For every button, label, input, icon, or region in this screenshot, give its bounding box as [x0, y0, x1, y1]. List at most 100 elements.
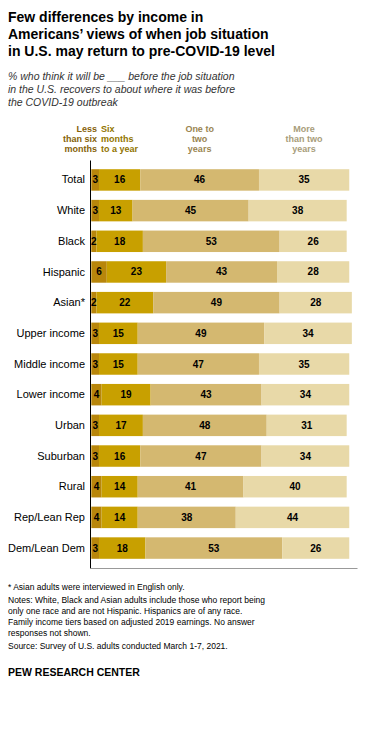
annotation: Notes: White, Black and Asian adults inc…: [8, 595, 265, 638]
data-label: 44: [287, 512, 299, 523]
bar: [262, 384, 350, 405]
tick: Rep/Lean Rep: [14, 511, 85, 523]
legend: Lessthan sixmonthsSixmonthsto a yearOne …: [63, 124, 323, 154]
bar: [277, 261, 349, 282]
bar: [236, 507, 350, 528]
bar: [102, 476, 138, 497]
tick: Black: [58, 235, 85, 247]
bar: [91, 292, 96, 313]
data-label: 3: [92, 328, 98, 339]
data-label: 47: [195, 451, 207, 462]
bar: [99, 169, 140, 190]
data-label: 2: [91, 297, 97, 308]
bar: [91, 476, 101, 497]
tick: Total: [62, 173, 85, 185]
data-label: 40: [290, 481, 302, 492]
data-label: 15: [113, 328, 125, 339]
subtitle: % who think it will be ___ before the jo…: [8, 70, 235, 108]
data-label: 18: [117, 543, 129, 554]
category-label: Lower income: [17, 388, 85, 400]
bar: [264, 323, 352, 344]
data-label: 26: [308, 236, 320, 247]
data-label: 23: [131, 266, 143, 277]
data-label: 3: [92, 359, 98, 370]
bar: [138, 323, 264, 344]
bar: [99, 323, 138, 344]
data-label: 34: [300, 389, 312, 400]
data-label: 6: [96, 266, 102, 277]
tick: White: [57, 204, 85, 216]
bar: [91, 261, 106, 282]
data-label: 34: [302, 328, 314, 339]
y-axis: TotalWhiteBlackHispanicAsian*Upper incom…: [8, 161, 91, 569]
data-label: 43: [201, 389, 213, 400]
bar: [99, 200, 133, 221]
bar: [262, 445, 350, 466]
data-label: 3: [92, 174, 98, 185]
tick: Rural: [59, 480, 85, 492]
tick: Hispanic: [43, 265, 86, 277]
data-label: 38: [292, 205, 304, 216]
data-label: 4: [94, 512, 100, 523]
data-label: 38: [181, 512, 193, 523]
title: Few differences by income inAmericans’ v…: [8, 9, 275, 59]
bar: [91, 353, 99, 374]
chart: Few differences by income inAmericans’ v…: [0, 0, 367, 738]
annotation: * Asian adults were interviewed in Engli…: [8, 582, 185, 592]
data-label: 3: [92, 205, 98, 216]
tick: Upper income: [17, 327, 85, 339]
data-label: 3: [92, 543, 98, 554]
data-label: 2: [91, 236, 97, 247]
bar: [99, 415, 143, 436]
series: [236, 169, 352, 559]
bar: [91, 200, 99, 221]
category-label: Dem/Lean Dem: [8, 542, 85, 554]
data-label: 35: [299, 174, 311, 185]
bar: [259, 169, 349, 190]
bar: [91, 507, 101, 528]
category-label: Hispanic: [43, 265, 86, 277]
annotation: Source: Survey of U.S. adults conducted …: [8, 641, 228, 651]
bar: [138, 476, 244, 497]
data-label: 53: [206, 236, 218, 247]
data-label: 19: [121, 389, 133, 400]
bar: [166, 261, 277, 282]
bar: [91, 537, 99, 558]
data-label: 46: [194, 174, 206, 185]
bar: [259, 353, 349, 374]
bar: [133, 200, 249, 221]
bar: [91, 231, 96, 252]
data-label: 13: [110, 205, 122, 216]
category-label: Total: [62, 173, 85, 185]
data-label: 14: [114, 481, 126, 492]
bar: [99, 537, 145, 558]
x-axis: [91, 568, 358, 569]
data-label: 4: [94, 481, 100, 492]
bar: [280, 292, 352, 313]
data-label: 47: [193, 359, 205, 370]
annotations: * Asian adults were interviewed in Engli…: [8, 582, 265, 678]
data-label: 4: [94, 389, 100, 400]
category-label: Middle income: [14, 358, 85, 370]
data-label: 49: [195, 328, 207, 339]
data-label: 53: [208, 543, 220, 554]
data-label: 48: [199, 420, 211, 431]
data-label: 41: [185, 481, 197, 492]
data-label: 31: [301, 420, 313, 431]
category-label: Rural: [59, 480, 85, 492]
category-label: Urban: [55, 419, 85, 431]
bar: [140, 169, 259, 190]
axis-line: [91, 568, 358, 569]
data-label: 17: [115, 420, 127, 431]
data-label: 18: [114, 236, 126, 247]
tick: Dem/Lean Dem: [8, 542, 85, 554]
category-label: White: [57, 204, 85, 216]
bar: [143, 415, 267, 436]
bar: [153, 292, 279, 313]
bar: [151, 384, 262, 405]
bar: [91, 415, 99, 436]
bar: [96, 292, 153, 313]
data-label: 3: [92, 451, 98, 462]
data-label: 14: [114, 512, 126, 523]
category-label: Black: [58, 235, 85, 247]
